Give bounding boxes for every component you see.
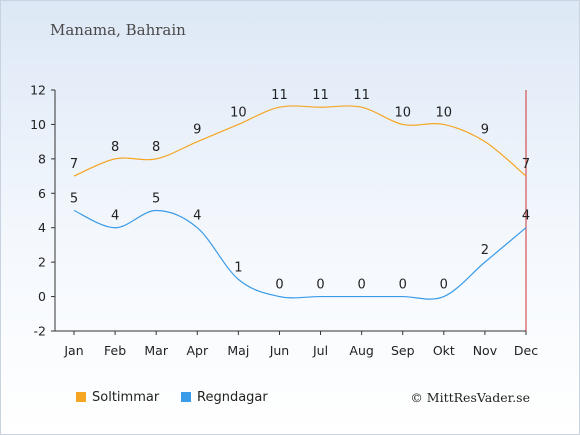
data-label-soltimmar: 9 — [481, 123, 489, 138]
legend-item-regndagar: Regndagar — [181, 390, 268, 405]
data-label-regndagar: 2 — [481, 243, 489, 258]
x-tick-label: Sep — [391, 343, 415, 358]
data-label-soltimmar: 11 — [312, 88, 329, 103]
legend-swatch-regndagar — [181, 392, 191, 402]
y-tick-label: 4 — [38, 220, 46, 235]
x-tick-label: Okt — [433, 343, 455, 358]
data-label-soltimmar: 10 — [394, 105, 411, 120]
legend-label-soltimmar: Soltimmar — [92, 390, 160, 405]
data-label-soltimmar: 10 — [230, 105, 247, 120]
data-label-soltimmar: 11 — [271, 88, 288, 103]
y-tick-label: 0 — [38, 289, 46, 304]
data-label-regndagar: 0 — [275, 278, 283, 293]
chart-title: Manama, Bahrain — [50, 21, 186, 39]
data-label-soltimmar: 8 — [111, 140, 119, 155]
x-tick-label: Feb — [104, 343, 126, 358]
data-label-regndagar: 5 — [152, 192, 160, 207]
y-tick-label: 2 — [38, 255, 46, 270]
data-label-soltimmar: 7 — [70, 157, 78, 172]
legend-label-regndagar: Regndagar — [197, 390, 268, 405]
x-tick-label: Maj — [227, 343, 249, 358]
x-tick-label: Mar — [144, 343, 168, 358]
x-tick-label: Jan — [63, 343, 83, 358]
data-label-soltimmar: 9 — [193, 123, 201, 138]
data-label-regndagar: 5 — [70, 192, 78, 207]
x-tick-label: Nov — [473, 343, 498, 358]
data-label-soltimmar: 10 — [436, 105, 453, 120]
series-line-soltimmar — [73, 105, 527, 177]
data-label-soltimmar: 7 — [522, 157, 530, 172]
series-line-regndagar — [73, 209, 527, 300]
x-tick-label: Aug — [349, 343, 373, 358]
x-tick-label: Dec — [514, 343, 538, 358]
credit-text: © MittResVader.se — [410, 390, 530, 405]
data-label-soltimmar: 11 — [353, 88, 370, 103]
data-label-regndagar: 0 — [399, 278, 407, 293]
y-tick-label: 10 — [30, 117, 46, 132]
x-tick-label: Jun — [269, 343, 290, 358]
data-label-regndagar: 4 — [111, 209, 119, 224]
x-tick-label: Jul — [312, 343, 328, 358]
x-tick-label: Apr — [186, 343, 208, 358]
data-label-regndagar: 4 — [193, 209, 201, 224]
data-label-soltimmar: 8 — [152, 140, 160, 155]
y-tick-label: 12 — [30, 83, 46, 98]
data-label-regndagar: 1 — [234, 260, 242, 275]
y-tick-label: 8 — [38, 151, 46, 166]
data-label-regndagar: 0 — [440, 278, 448, 293]
data-label-regndagar: 0 — [357, 278, 365, 293]
data-label-regndagar: 0 — [316, 278, 324, 293]
data-label-regndagar: 4 — [522, 209, 530, 224]
legend-item-soltimmar: Soltimmar — [76, 390, 159, 405]
y-tick-label: 6 — [38, 186, 46, 201]
y-tick-label: -2 — [34, 324, 46, 339]
legend-swatch-soltimmar — [76, 392, 86, 402]
